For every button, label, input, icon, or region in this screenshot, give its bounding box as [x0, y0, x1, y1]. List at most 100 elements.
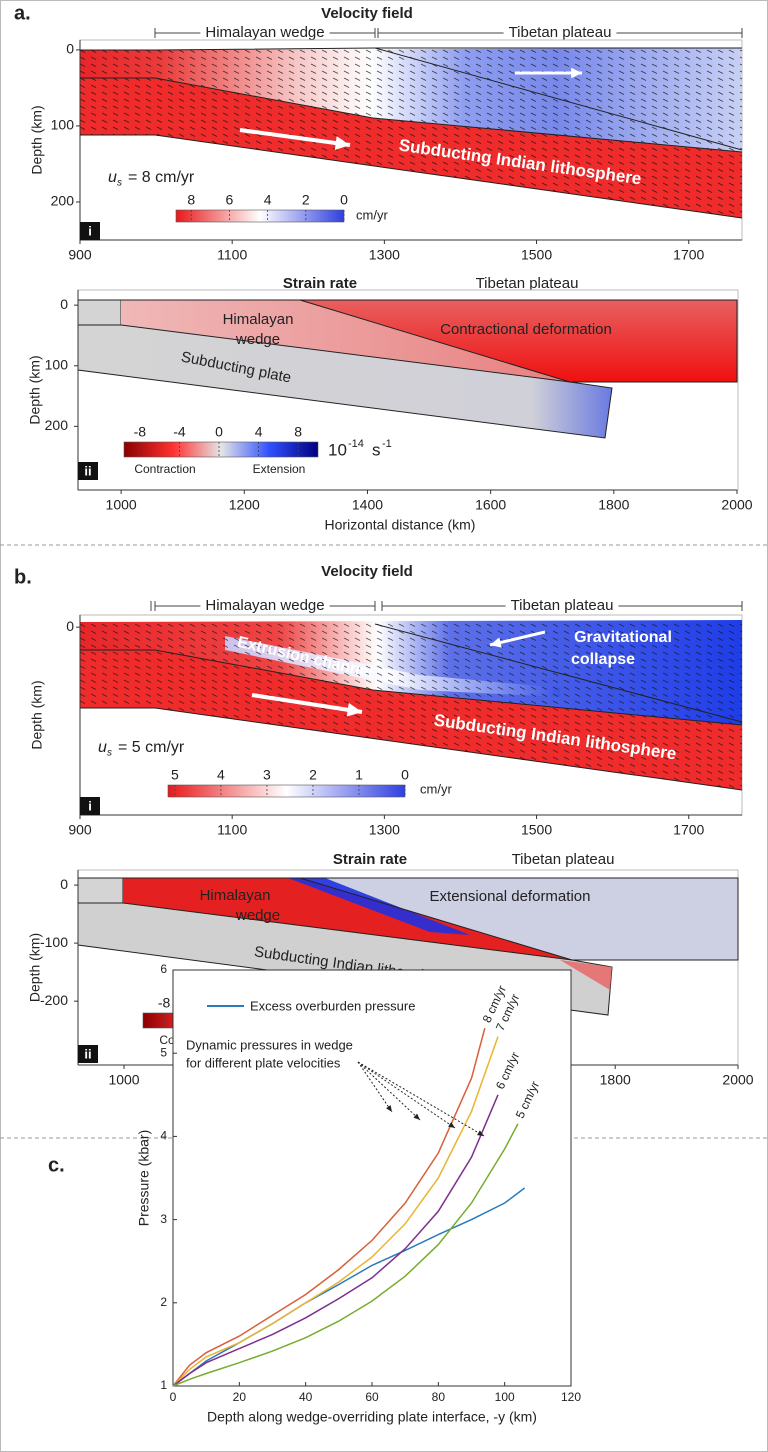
arrow-head	[334, 136, 350, 150]
line-series	[172, 1094, 499, 1387]
model-outline	[121, 299, 738, 383]
x-tick-label: 1500	[521, 822, 552, 838]
line-series	[172, 1036, 499, 1387]
y-tick-label: 1	[160, 1378, 167, 1392]
arrow-head	[346, 702, 362, 717]
subpanel-tag: ii	[84, 1046, 91, 1061]
x-tick-label: 0	[170, 1390, 177, 1404]
x-tick-label: 100	[495, 1390, 515, 1404]
y-tick-label: 200	[51, 193, 75, 209]
subpanel-tag-box	[80, 222, 100, 240]
y-axis-label: Depth (km)	[27, 933, 43, 1002]
colorbar-unit: cm/yr	[356, 207, 388, 222]
model-outline	[123, 877, 739, 961]
colorbar-tick-label: 6	[226, 192, 234, 208]
line-series	[172, 1028, 486, 1387]
colorbar-tick-label: 5	[171, 767, 179, 783]
x-tick-label: 1700	[673, 247, 704, 263]
topography	[80, 47, 742, 51]
colorbar-unit: 10	[328, 440, 347, 459]
legend-label: Excess overburden pressure	[250, 998, 415, 1013]
colorbar-tick-label: 0	[215, 424, 223, 440]
y-axis-label: Pressure (kbar)	[136, 1130, 152, 1226]
slab-boundary	[80, 134, 743, 219]
x-tick-label: 1000	[108, 1072, 139, 1088]
x-tick-label: 1000	[106, 497, 137, 513]
colorbar-unit: -1	[382, 438, 392, 450]
region-label-bg	[200, 25, 330, 41]
colorbar-tick-label: 1	[355, 767, 363, 783]
y-tick-label: -200	[40, 992, 68, 1008]
annotation-arrow-head	[413, 1113, 420, 1120]
wedge-label: Himalayan	[200, 887, 271, 904]
colorbar-tick-label: 4	[264, 192, 272, 208]
colorbar-tick-label: -8	[158, 995, 171, 1011]
x-axis-label: Horizontal distance (km)	[325, 517, 476, 533]
annotation: Gravitational	[574, 629, 672, 646]
region-label: Himalayan wedge	[205, 597, 324, 614]
region-label: Tibetan plateau	[511, 597, 614, 614]
colorbar-end-label: Extension	[253, 462, 306, 476]
x-tick-label: 2000	[721, 497, 752, 513]
annotation: for different plate velocities	[186, 1055, 341, 1070]
y-tick-label: 0	[60, 296, 68, 312]
colorbar-tick-label: -4	[173, 424, 186, 440]
y-axis-label: Depth (km)	[29, 680, 45, 749]
crust-block	[77, 299, 122, 326]
subpanel-tag: i	[88, 798, 92, 813]
speed-text: = 8 cm/yr	[128, 169, 195, 186]
x-tick-label: 2000	[722, 1072, 753, 1088]
x-tick-label: 1200	[229, 497, 260, 513]
annotation-arrow-head	[448, 1122, 455, 1128]
speed-symbol: u	[98, 739, 107, 756]
subpanel-title: Strain rate	[333, 851, 407, 868]
annotation-arrow-head	[477, 1130, 484, 1136]
slab-boundary	[80, 707, 743, 791]
wedge-boundary	[299, 299, 571, 383]
x-tick-label: 1600	[475, 497, 506, 513]
colorbar-unit: s	[372, 440, 381, 459]
arrow	[239, 128, 351, 147]
subpanel-tag: i	[88, 223, 92, 238]
arrow	[251, 693, 363, 714]
region-label: Tibetan plateau	[509, 24, 612, 41]
x-tick-label: 1100	[217, 247, 247, 263]
annotation: Contractional deformation	[440, 321, 612, 338]
subpanel-tag-box	[78, 1045, 98, 1063]
x-tick-label: 900	[68, 247, 92, 263]
x-tick-label: 1800	[598, 497, 629, 513]
colorbar	[175, 209, 345, 223]
line-series	[172, 1123, 519, 1387]
colorbar-tick-label: 3	[263, 767, 271, 783]
contraction-spot	[560, 960, 612, 990]
y-tick-label: 5	[160, 1045, 167, 1059]
panel-label: b.	[14, 566, 32, 588]
x-tick-label: 1800	[600, 1072, 631, 1088]
y-tick-label: 0	[60, 876, 68, 892]
colorbar	[167, 784, 406, 798]
region-label: Himalayan wedge	[205, 24, 324, 41]
extension-band	[288, 878, 470, 935]
velocity-vectors	[80, 48, 742, 218]
annotation: Dynamic pressures in wedge	[186, 1037, 353, 1052]
arrow-head	[490, 637, 502, 648]
colorbar-tick-label: 2	[302, 192, 310, 208]
annotation: Extensional deformation	[430, 888, 591, 905]
panel-label: c.	[48, 1154, 65, 1176]
y-tick-label: 0	[66, 41, 74, 57]
colorbar-tick-label: 2	[309, 767, 317, 783]
subpanel-tag-box	[78, 462, 98, 480]
region-label-bg	[503, 25, 617, 41]
plot-area	[172, 969, 572, 1387]
x-tick-label: 1300	[369, 822, 400, 838]
colorbar-tick-label: 4	[217, 767, 225, 783]
crust-block	[77, 877, 124, 904]
colorbar-tick-label: 8	[187, 192, 195, 208]
wedge-label: wedge	[235, 907, 280, 924]
arrow-head	[571, 67, 582, 79]
wedge-label: wedge	[235, 331, 280, 348]
slab-boundary	[80, 649, 743, 726]
colorbar-end-label: Contraction	[134, 462, 195, 476]
plateau	[300, 878, 738, 960]
y-axis-label: Depth (km)	[27, 355, 43, 424]
